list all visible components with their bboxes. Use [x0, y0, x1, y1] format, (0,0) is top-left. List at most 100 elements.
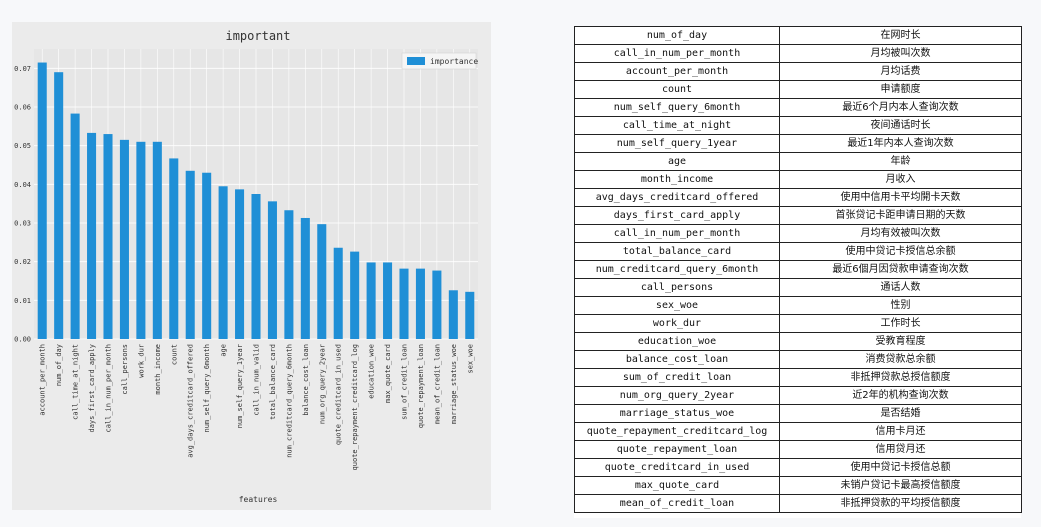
table-row: mean_of_credit_loan 非抵押贷款的平均授信额度 [574, 494, 1022, 513]
feature-description-cell: 申请额度 [779, 80, 1022, 99]
feature-name-cell: call_persons [574, 278, 780, 297]
bar [152, 141, 162, 339]
x-tick-label: age [220, 344, 228, 357]
feature-description-cell: 性别 [779, 296, 1022, 315]
bar [415, 268, 425, 339]
bar [235, 189, 245, 339]
table-row: education_woe 受教育程度 [574, 332, 1022, 351]
feature-description-cell: 工作时长 [779, 314, 1022, 333]
bar [202, 172, 212, 339]
y-tick-label: 0.02 [14, 258, 31, 266]
feature-name-cell: total_balance_card [574, 242, 780, 261]
feature-name-cell: account_per_month [574, 62, 780, 81]
table-row: num_creditcard_query_6month 最近6個月因贷款申请查询次… [574, 260, 1022, 279]
feature-description-cell: 月均话费 [779, 62, 1022, 81]
x-tick-label: num_creditcard_query_6month [285, 344, 293, 458]
y-tick-label: 0.05 [14, 142, 31, 150]
feature-description-table: num_of_day 在网时长 call_in_num_per_month 月均被叫次… [574, 26, 1022, 513]
feature-name-cell: sum_of_credit_loan [574, 368, 780, 387]
feature-description-cell: 是否结婚 [779, 404, 1022, 423]
bar [169, 158, 179, 339]
table-row: call_in_num_per_month 月均被叫次数 [574, 44, 1022, 63]
feature-description-cell: 使用中贷记卡授信总额 [779, 458, 1022, 477]
table-row: account_per_month 月均话费 [574, 62, 1022, 81]
bar [350, 251, 360, 339]
x-tick-label: num_org_query_2year [318, 344, 326, 424]
table-row: num_self_query_1year 最近1年内本人查询次数 [574, 134, 1022, 153]
feature-description-cell: 受教育程度 [779, 332, 1022, 351]
bar [136, 141, 146, 339]
x-tick-label: work_dur [137, 344, 145, 378]
table-row: count 申请额度 [574, 80, 1022, 99]
table-row: marriage_status_woe 是否结婚 [574, 404, 1022, 423]
feature-name-cell: count [574, 80, 780, 99]
feature-name-cell: num_creditcard_query_6month [574, 260, 780, 279]
x-tick-label: account_per_month [39, 344, 47, 416]
feature-name-cell: marriage_status_woe [574, 404, 780, 423]
feature-name-cell: call_in_num_per_month [574, 224, 780, 243]
bar [54, 72, 64, 339]
x-tick-label: call_persons [121, 344, 129, 395]
feature-description-cell: 在网时长 [779, 26, 1022, 45]
feature-description-cell: 信用贷月还 [779, 440, 1022, 459]
feature-name-cell: max_quote_card [574, 476, 780, 495]
x-tick-label: education_woe [368, 344, 376, 399]
bar [267, 201, 277, 339]
feature-name-cell: num_org_query_2year [574, 386, 780, 405]
feature-description-cell: 通话人数 [779, 278, 1022, 297]
feature-name-cell: age [574, 152, 780, 171]
table-row: month_income 月收入 [574, 170, 1022, 189]
x-tick-label: max_quote_card [384, 344, 392, 403]
x-tick-label: quote_repayment_loan [417, 344, 425, 428]
y-tick-label: 0.00 [14, 336, 31, 344]
bar [432, 270, 442, 339]
y-tick-label: 0.01 [14, 297, 31, 305]
feature-name-cell: num_self_query_1year [574, 134, 780, 153]
table-row: quote_repayment_loan 信用贷月还 [574, 440, 1022, 459]
x-tick-label: total_balance_card [269, 344, 277, 420]
y-tick-label: 0.04 [14, 181, 31, 189]
feature-description-cell: 最近6个月内本人查询次数 [779, 98, 1022, 117]
feature-name-cell: education_woe [574, 332, 780, 351]
bar [448, 290, 458, 339]
bar [185, 170, 195, 339]
x-tick-label: sum_of_credit_loan [401, 344, 409, 420]
feature-name-cell: call_in_num_per_month [574, 44, 780, 63]
feature-description-cell: 非抵押贷款总授信额度 [779, 368, 1022, 387]
feature-importance-chart: important 0.00 0.01 0.02 0.03 0.04 0.05 0.06 0.… [12, 22, 491, 510]
feature-name-cell: balance_cost_loan [574, 350, 780, 369]
feature-description-cell: 使用中贷记卡授信总余额 [779, 242, 1022, 261]
feature-description-cell: 月均有效被叫次数 [779, 224, 1022, 243]
x-tick-label: num_self_query_1year [236, 344, 244, 428]
bar [399, 268, 409, 339]
x-tick-label: balance_cost_loan [302, 344, 310, 416]
table-row: balance_cost_loan 消费贷款总余额 [574, 350, 1022, 369]
table-row: quote_repayment_creditcard_log 信用卡月还 [574, 422, 1022, 441]
table-row: call_time_at_night 夜间通话时长 [574, 116, 1022, 135]
table-row: num_self_query_6month 最近6个月内本人查询次数 [574, 98, 1022, 117]
x-tick-label: month_income [154, 344, 162, 395]
chart-title: important [225, 29, 290, 43]
x-tick-label: days_first_card_apply [88, 344, 96, 433]
x-tick-label: count [170, 344, 178, 365]
x-axis-label: features [239, 495, 278, 504]
feature-description-cell: 首张贷记卡距申请日期的天数 [779, 206, 1022, 225]
feature-name-cell: call_time_at_night [574, 116, 780, 135]
table-row: work_dur 工作时长 [574, 314, 1022, 333]
feature-description-cell: 夜间通话时长 [779, 116, 1022, 135]
feature-description-cell: 近2年的机构查询次数 [779, 386, 1022, 405]
y-tick-label: 0.03 [14, 220, 31, 228]
table-row: avg_days_creditcard_offered 使用中信用卡平均開卡天数 [574, 188, 1022, 207]
feature-name-cell: num_of_day [574, 26, 780, 45]
feature-description-table-panel: num_of_day 在网时长 call_in_num_per_month 月均被叫次… [574, 26, 1022, 518]
table-body: num_of_day 在网时长 call_in_num_per_month 月均被叫次… [574, 26, 1022, 513]
feature-name-cell: work_dur [574, 314, 780, 333]
feature-description-cell: 最近1年内本人查询次数 [779, 134, 1022, 153]
x-tick-label: call_in_num_per_month [105, 344, 113, 433]
bar [284, 210, 294, 339]
legend-swatch [407, 57, 425, 65]
y-tick-label: 0.07 [14, 65, 31, 73]
x-tick-label: num_self_query_6month [203, 344, 211, 433]
bar [218, 186, 228, 339]
bar [317, 224, 327, 339]
